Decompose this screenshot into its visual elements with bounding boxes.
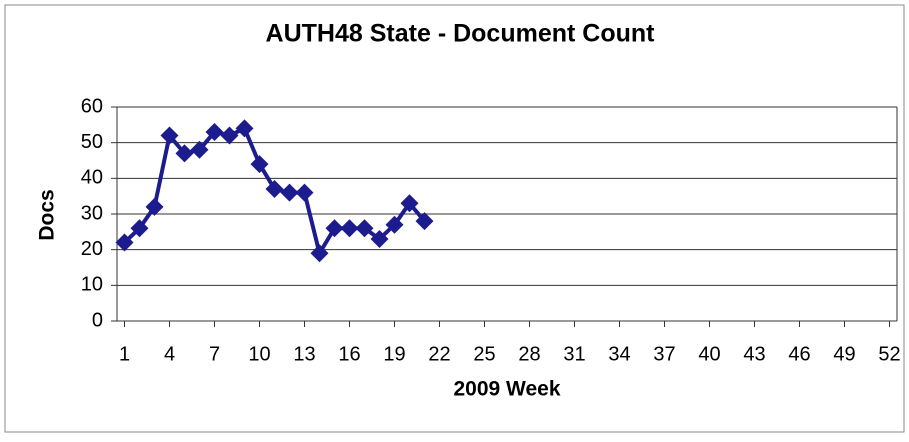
x-tick-label: 40: [698, 343, 720, 365]
data-point: [205, 122, 224, 141]
y-tick-label: 10: [81, 274, 103, 296]
data-point: [370, 229, 389, 248]
y-axis-label: Docs: [36, 189, 59, 240]
y-tick-label: 60: [81, 95, 103, 117]
y-tick-label: 30: [81, 202, 103, 224]
data-point: [310, 244, 329, 263]
y-tick-label: 40: [81, 167, 103, 189]
x-tick-label: 7: [209, 343, 220, 365]
x-tick-label: 37: [653, 343, 675, 365]
chart-title: AUTH48 State - Document Count: [266, 20, 656, 48]
x-tick-label: 22: [428, 343, 450, 365]
y-tick-label: 0: [92, 309, 103, 331]
x-tick-label: 34: [608, 343, 630, 365]
y-tick-label: 50: [81, 131, 103, 153]
y-tick-label: 20: [81, 238, 103, 260]
x-tick-label: 46: [788, 343, 810, 365]
x-axis-label: 2009 Week: [453, 378, 560, 401]
data-point: [235, 119, 254, 138]
x-tick-label: 1: [119, 343, 130, 365]
x-tick-label: 16: [338, 343, 360, 365]
x-tick-label: 10: [248, 343, 270, 365]
data-point: [280, 183, 299, 202]
data-point: [265, 180, 284, 199]
data-point: [190, 140, 209, 159]
data-point: [325, 219, 344, 238]
data-point: [145, 197, 164, 216]
x-tick-label: 52: [878, 343, 900, 365]
data-point: [130, 219, 149, 238]
data-point: [355, 219, 374, 238]
data-point: [340, 219, 359, 238]
x-tick-label: 43: [743, 343, 765, 365]
x-tick-label: 28: [518, 343, 540, 365]
x-tick-label: 25: [473, 343, 495, 365]
x-tick-label: 13: [293, 343, 315, 365]
x-tick-label: 31: [563, 343, 585, 365]
chart-border: [4, 4, 905, 433]
data-point: [295, 183, 314, 202]
data-point: [115, 233, 134, 252]
x-tick-label: 49: [833, 343, 855, 365]
data-point: [415, 212, 434, 231]
data-point: [220, 126, 239, 145]
data-point: [400, 194, 419, 213]
data-point: [175, 144, 194, 163]
data-point: [385, 215, 404, 234]
data-point: [250, 155, 269, 174]
x-tick-label: 19: [383, 343, 405, 365]
data-point: [160, 126, 179, 145]
x-tick-label: 4: [164, 343, 175, 365]
